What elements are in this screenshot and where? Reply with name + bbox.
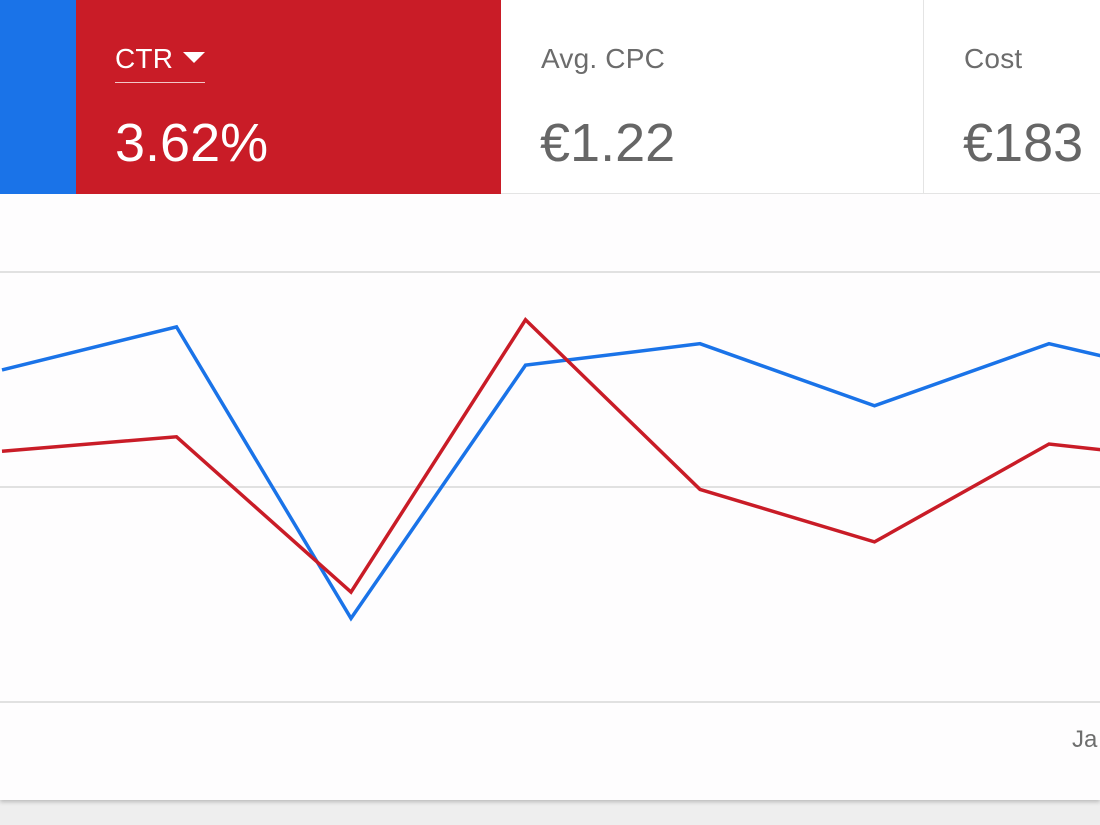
dropdown-caret-icon[interactable] bbox=[183, 52, 206, 64]
scorecard-clicks[interactable] bbox=[0, 0, 76, 194]
metric-value-ctr: 3.62% bbox=[115, 113, 269, 173]
scorecard-ctr[interactable]: CTR 3.62% bbox=[76, 0, 501, 194]
metric-label-ctr: CTR bbox=[115, 43, 174, 74]
series-line-red bbox=[1, 317, 1100, 595]
metric-label-avg-cpc: Avg. CPC bbox=[541, 43, 666, 74]
metric-value-avg-cpc: €1.22 bbox=[540, 113, 676, 173]
x-tick-label: Ja bbox=[1072, 726, 1098, 753]
performance-card: CTR 3.62% Avg. CPC €1.22 Cost €183 Ja bbox=[0, 0, 1100, 800]
scorecard-row: CTR 3.62% Avg. CPC €1.22 Cost €183 bbox=[0, 0, 1100, 194]
scorecard-cost[interactable]: Cost €183 bbox=[923, 0, 1100, 194]
chart-svg bbox=[0, 271, 1100, 703]
metric-selector-ctr[interactable]: CTR bbox=[115, 42, 206, 83]
line-chart bbox=[0, 194, 1100, 800]
scorecard-avg-cpc[interactable]: Avg. CPC €1.22 bbox=[501, 0, 923, 194]
series-line-blue bbox=[1, 324, 1100, 622]
metric-value-cost: €183 bbox=[963, 113, 1084, 173]
metric-label-cost: Cost bbox=[964, 43, 1023, 74]
